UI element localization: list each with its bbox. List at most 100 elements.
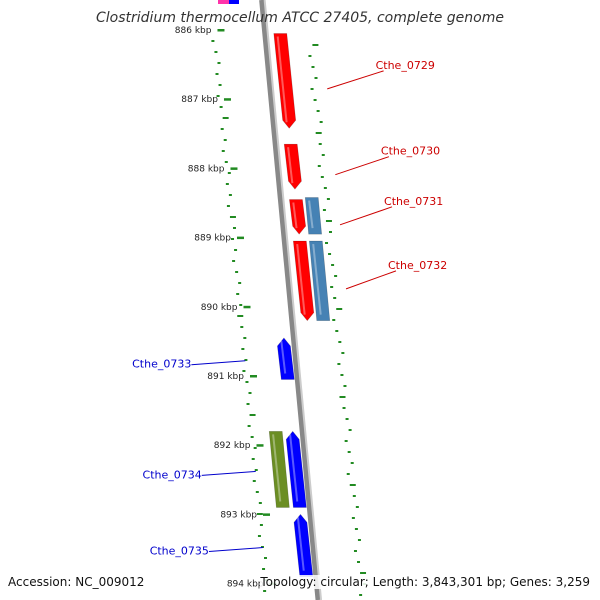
gc-dot <box>250 436 254 438</box>
gene-arrow-Cthe_0729 <box>273 33 297 129</box>
tick-mark <box>217 29 225 32</box>
gene-arrow-highlight <box>272 434 282 502</box>
gene-label-Cthe_0734: Cthe_0734 <box>143 468 202 481</box>
label-leader-Cthe_0732 <box>345 270 397 290</box>
gc-dot <box>248 392 252 394</box>
gc-dot <box>227 172 231 174</box>
gc-dot <box>357 561 361 563</box>
gc-dot <box>333 297 337 299</box>
gc-dot <box>262 568 266 570</box>
gene-arrow-highlight <box>280 340 287 374</box>
gc-dot <box>325 220 332 222</box>
gene-label-Cthe_0731: Cthe_0731 <box>384 195 443 208</box>
gc-dot <box>226 205 230 207</box>
gc-dot <box>355 506 359 508</box>
gc-dot <box>239 304 243 306</box>
gc-dot <box>313 99 317 101</box>
gc-dot <box>335 330 339 332</box>
feature-labels: Cthe_0729 Cthe_0730 Cthe_0731 Cthe_0732 Cthe… <box>132 59 447 558</box>
genome-backbone <box>259 0 323 600</box>
gc-dot <box>242 370 246 372</box>
gc-dot <box>260 546 264 548</box>
gene-arrow-highlight <box>276 36 288 123</box>
gc-dot <box>236 293 240 295</box>
gc-dot <box>255 491 259 493</box>
gc-dot <box>336 308 343 310</box>
gene-arrow-Cthe_0733 <box>277 337 295 380</box>
gc-content-track <box>211 40 367 596</box>
gc-dot <box>331 264 335 266</box>
gene-arrow-Cthe_0731 <box>304 197 322 235</box>
gene-arrow-Cthe_0734 <box>268 431 290 508</box>
gene-arrow-highlight <box>296 517 305 571</box>
gene-label-Cthe_0729: Cthe_0729 <box>376 59 435 72</box>
gc-dot <box>347 451 351 453</box>
tick-label: 894 kbp <box>227 580 264 590</box>
gc-dot <box>360 572 367 574</box>
gc-dot <box>343 385 347 387</box>
gc-dot <box>217 62 221 64</box>
gene-arrow-highlight <box>296 243 306 315</box>
gc-dot <box>312 44 319 46</box>
gc-dot <box>246 403 250 405</box>
partial-feature-top <box>218 0 229 4</box>
tick-mark <box>223 98 231 101</box>
gene-arrow-highlight <box>289 434 299 502</box>
gc-dot <box>342 407 346 409</box>
gc-dot <box>229 216 236 218</box>
tick-mark <box>249 375 257 378</box>
gc-dot <box>231 238 235 240</box>
accession-text: Accession: NC_009012 <box>8 575 149 589</box>
gc-dot <box>243 337 247 339</box>
gc-dot <box>354 528 358 530</box>
gc-dot <box>223 139 227 141</box>
gc-dot <box>244 359 248 361</box>
gc-dot <box>316 110 320 112</box>
gc-dot <box>252 480 256 482</box>
gc-dot <box>326 198 330 200</box>
gc-dot <box>332 319 336 321</box>
tick-mark <box>263 513 271 516</box>
gc-dot <box>314 77 318 79</box>
gc-dot <box>218 84 222 86</box>
backbone-highlight <box>263 0 323 600</box>
tick-label: 888 kbp <box>188 164 225 174</box>
tick-mark <box>230 167 238 170</box>
gc-dot <box>351 517 355 519</box>
gene-label-Cthe_0733: Cthe_0733 <box>132 358 191 371</box>
gc-dot <box>249 414 256 416</box>
gc-dot <box>348 429 352 431</box>
gc-dot <box>339 396 346 398</box>
gc-dot <box>238 282 242 284</box>
gc-dot <box>241 348 245 350</box>
gc-dot <box>253 447 257 449</box>
gc-dot <box>234 249 238 251</box>
tick-label: 887 kbp <box>181 95 218 105</box>
map-title: Clostridium thermocellum ATCC 27405, com… <box>96 10 504 26</box>
label-leader-Cthe_0735 <box>208 547 263 553</box>
gc-dot <box>264 557 268 559</box>
gc-dot <box>315 132 322 134</box>
gc-dot <box>352 495 356 497</box>
gc-dot <box>337 363 341 365</box>
gc-dot <box>330 286 334 288</box>
tick-label: 889 kbp <box>194 234 231 244</box>
label-leader-Cthe_0731 <box>339 206 393 226</box>
gc-dot <box>225 183 229 185</box>
gc-dot <box>338 341 342 343</box>
feature-track <box>218 0 331 577</box>
gc-dot <box>322 209 326 211</box>
scale-ticks: 886 kbp 887 kbp 888 kbp 889 kbp 890 kbp 891 k… <box>175 26 277 590</box>
gc-dot <box>341 352 345 354</box>
partial-feature-top <box>229 0 239 4</box>
label-leader-Cthe_0733 <box>191 360 246 366</box>
gc-dot <box>310 88 314 90</box>
gc-dot <box>334 275 338 277</box>
gene-arrow-Cthe_0731 <box>289 199 306 235</box>
gene-arrow-Cthe_0732 <box>292 240 315 322</box>
gc-dot <box>235 271 239 273</box>
gc-dot <box>245 381 249 383</box>
gc-dot <box>224 161 228 163</box>
gc-dot <box>350 462 354 464</box>
gc-dot <box>357 539 361 541</box>
